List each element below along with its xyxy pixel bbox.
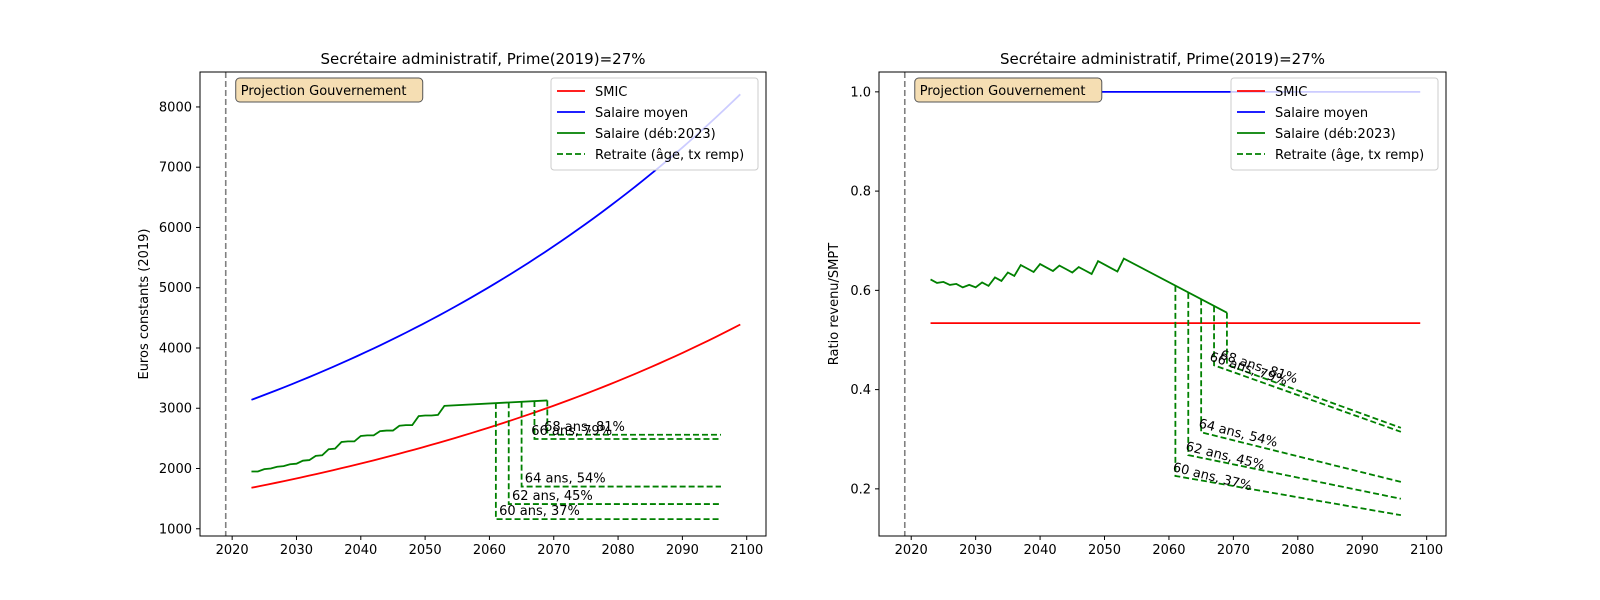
x-tick-label: 2080 — [1281, 543, 1314, 558]
y-tick-label: 5000 — [159, 281, 192, 296]
x-tick-label: 2070 — [1217, 543, 1250, 558]
annotation-box — [235, 77, 424, 103]
x-tick-label: 2060 — [1152, 543, 1185, 558]
legend-box — [550, 77, 759, 171]
y-axis-label: Euros constants (2019) — [137, 228, 152, 379]
y-tick-label: 0.6 — [850, 284, 871, 299]
legend: SMIC Salaire moyen Salaire (déb:2023) Retra… — [1230, 77, 1439, 171]
chart-title: Secrétaire administratif, Prime(2019)=27… — [1000, 50, 1325, 68]
y-tick-label: 8000 — [159, 100, 192, 115]
annotation-box — [914, 77, 1103, 103]
pension-label: 68 ans, 81% — [544, 420, 625, 435]
x-tick-label: 2020 — [895, 543, 928, 558]
pension-label: 60 ans, 37% — [499, 504, 580, 519]
plot-area — [903, 72, 1421, 536]
legend-item: SMIC — [595, 85, 627, 100]
x-tick-label: 2080 — [602, 543, 635, 558]
pension-label: 64 ans, 54% — [525, 472, 606, 487]
x-tick-label: 2030 — [959, 543, 992, 558]
retraite-line-4 — [1213, 306, 1402, 433]
x-tick-label: 2040 — [1024, 543, 1057, 558]
legend-item: SMIC — [1275, 85, 1307, 100]
x-tick-label: 2050 — [409, 543, 442, 558]
y-tick-label: 2000 — [159, 462, 192, 477]
axes-frame — [199, 71, 767, 537]
y-tick-label: 0.4 — [850, 383, 871, 398]
y-tick-label: 0.2 — [850, 482, 871, 497]
legend-item: Salaire (déb:2023) — [595, 127, 716, 142]
legend-item: Retraite (âge, tx remp) — [595, 148, 744, 163]
x-tick-label: 2060 — [473, 543, 506, 558]
x-tick-label: 2050 — [1088, 543, 1121, 558]
x-tick-label: 2090 — [1346, 543, 1379, 558]
plot-area — [224, 72, 741, 536]
retraite-line-1 — [1174, 285, 1402, 517]
y-tick-label: 4000 — [159, 341, 192, 356]
x-tick-label: 2070 — [537, 543, 570, 558]
legend-item: Salaire moyen — [1275, 106, 1368, 121]
series-line-salaire — [251, 399, 548, 473]
retraite-line-5 — [546, 400, 721, 436]
y-tick-label: 7000 — [159, 161, 192, 176]
annotation-text: Projection Gouvernement — [920, 84, 1086, 99]
x-tick-label: 2100 — [1410, 543, 1443, 558]
y-tick-label: 1.0 — [850, 85, 871, 100]
y-tick-label: 0.8 — [850, 185, 871, 200]
retraite-line-4 — [533, 401, 721, 440]
y-tick-label: 3000 — [159, 402, 192, 417]
x-tick-label: 2100 — [730, 543, 763, 558]
retraite-line-3 — [520, 401, 721, 488]
series-line-salaire — [930, 257, 1228, 314]
retraite-line-2 — [507, 402, 721, 505]
legend: SMIC Salaire moyen Salaire (déb:2023) Retra… — [550, 77, 759, 171]
pension-label: 62 ans, 45% — [512, 489, 593, 504]
chart-title: Secrétaire administratif, Prime(2019)=27… — [321, 50, 646, 68]
retraite-line-3 — [1200, 299, 1402, 483]
x-tick-label: 2030 — [280, 543, 313, 558]
x-tick-label: 2020 — [216, 543, 249, 558]
x-tick-label: 2040 — [344, 543, 377, 558]
retraite-line-1 — [494, 402, 721, 521]
annotation-text: Projection Gouvernement — [241, 84, 407, 99]
y-tick-label: 1000 — [159, 522, 192, 537]
pension-label: 66 ans, 79% — [531, 424, 612, 439]
chart-panel-2: Secrétaire administratif, Prime(2019)=27… — [827, 50, 1447, 558]
legend-item: Retraite (âge, tx remp) — [1275, 148, 1424, 163]
y-tick-label: 6000 — [159, 221, 192, 236]
retraite-line-5 — [1226, 312, 1402, 429]
legend-box — [1230, 77, 1439, 171]
x-tick-label: 2090 — [666, 543, 699, 558]
legend-item: Salaire moyen — [595, 106, 688, 121]
chart-panel-1: Secrétaire administratif, Prime(2019)=27… — [137, 50, 767, 558]
retraite-line-2 — [1187, 292, 1402, 500]
axes-frame — [878, 71, 1447, 537]
y-axis-label: Ratio revenu/SMPT — [827, 243, 842, 365]
legend-item: Salaire (déb:2023) — [1275, 127, 1396, 142]
